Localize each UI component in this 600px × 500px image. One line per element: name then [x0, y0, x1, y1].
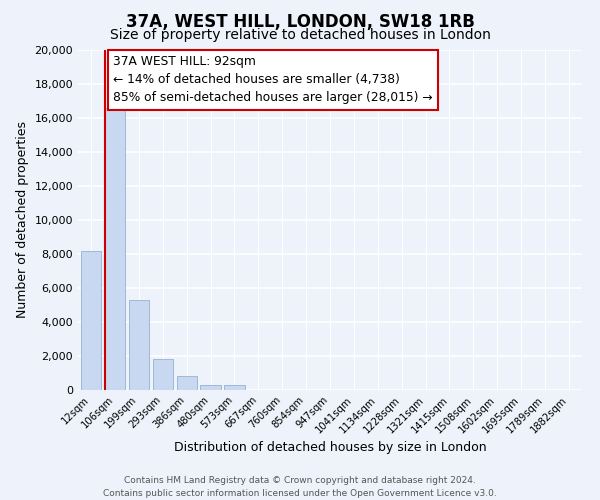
Bar	[129, 300, 149, 390]
Y-axis label: Number of detached properties: Number of detached properties	[16, 122, 29, 318]
Text: 37A, WEST HILL, LONDON, SW18 1RB: 37A, WEST HILL, LONDON, SW18 1RB	[125, 12, 475, 30]
Bar	[176, 376, 197, 390]
Text: Contains HM Land Registry data © Crown copyright and database right 2024.
Contai: Contains HM Land Registry data © Crown c…	[103, 476, 497, 498]
X-axis label: Distribution of detached houses by size in London: Distribution of detached houses by size …	[173, 440, 487, 454]
Bar	[152, 358, 173, 390]
Text: 37A WEST HILL: 92sqm
← 14% of detached houses are smaller (4,738)
85% of semi-de: 37A WEST HILL: 92sqm ← 14% of detached h…	[113, 55, 433, 104]
Bar	[200, 385, 221, 390]
Text: Size of property relative to detached houses in London: Size of property relative to detached ho…	[110, 28, 490, 42]
Bar	[224, 385, 245, 390]
Bar	[105, 108, 125, 390]
Bar	[81, 250, 101, 390]
